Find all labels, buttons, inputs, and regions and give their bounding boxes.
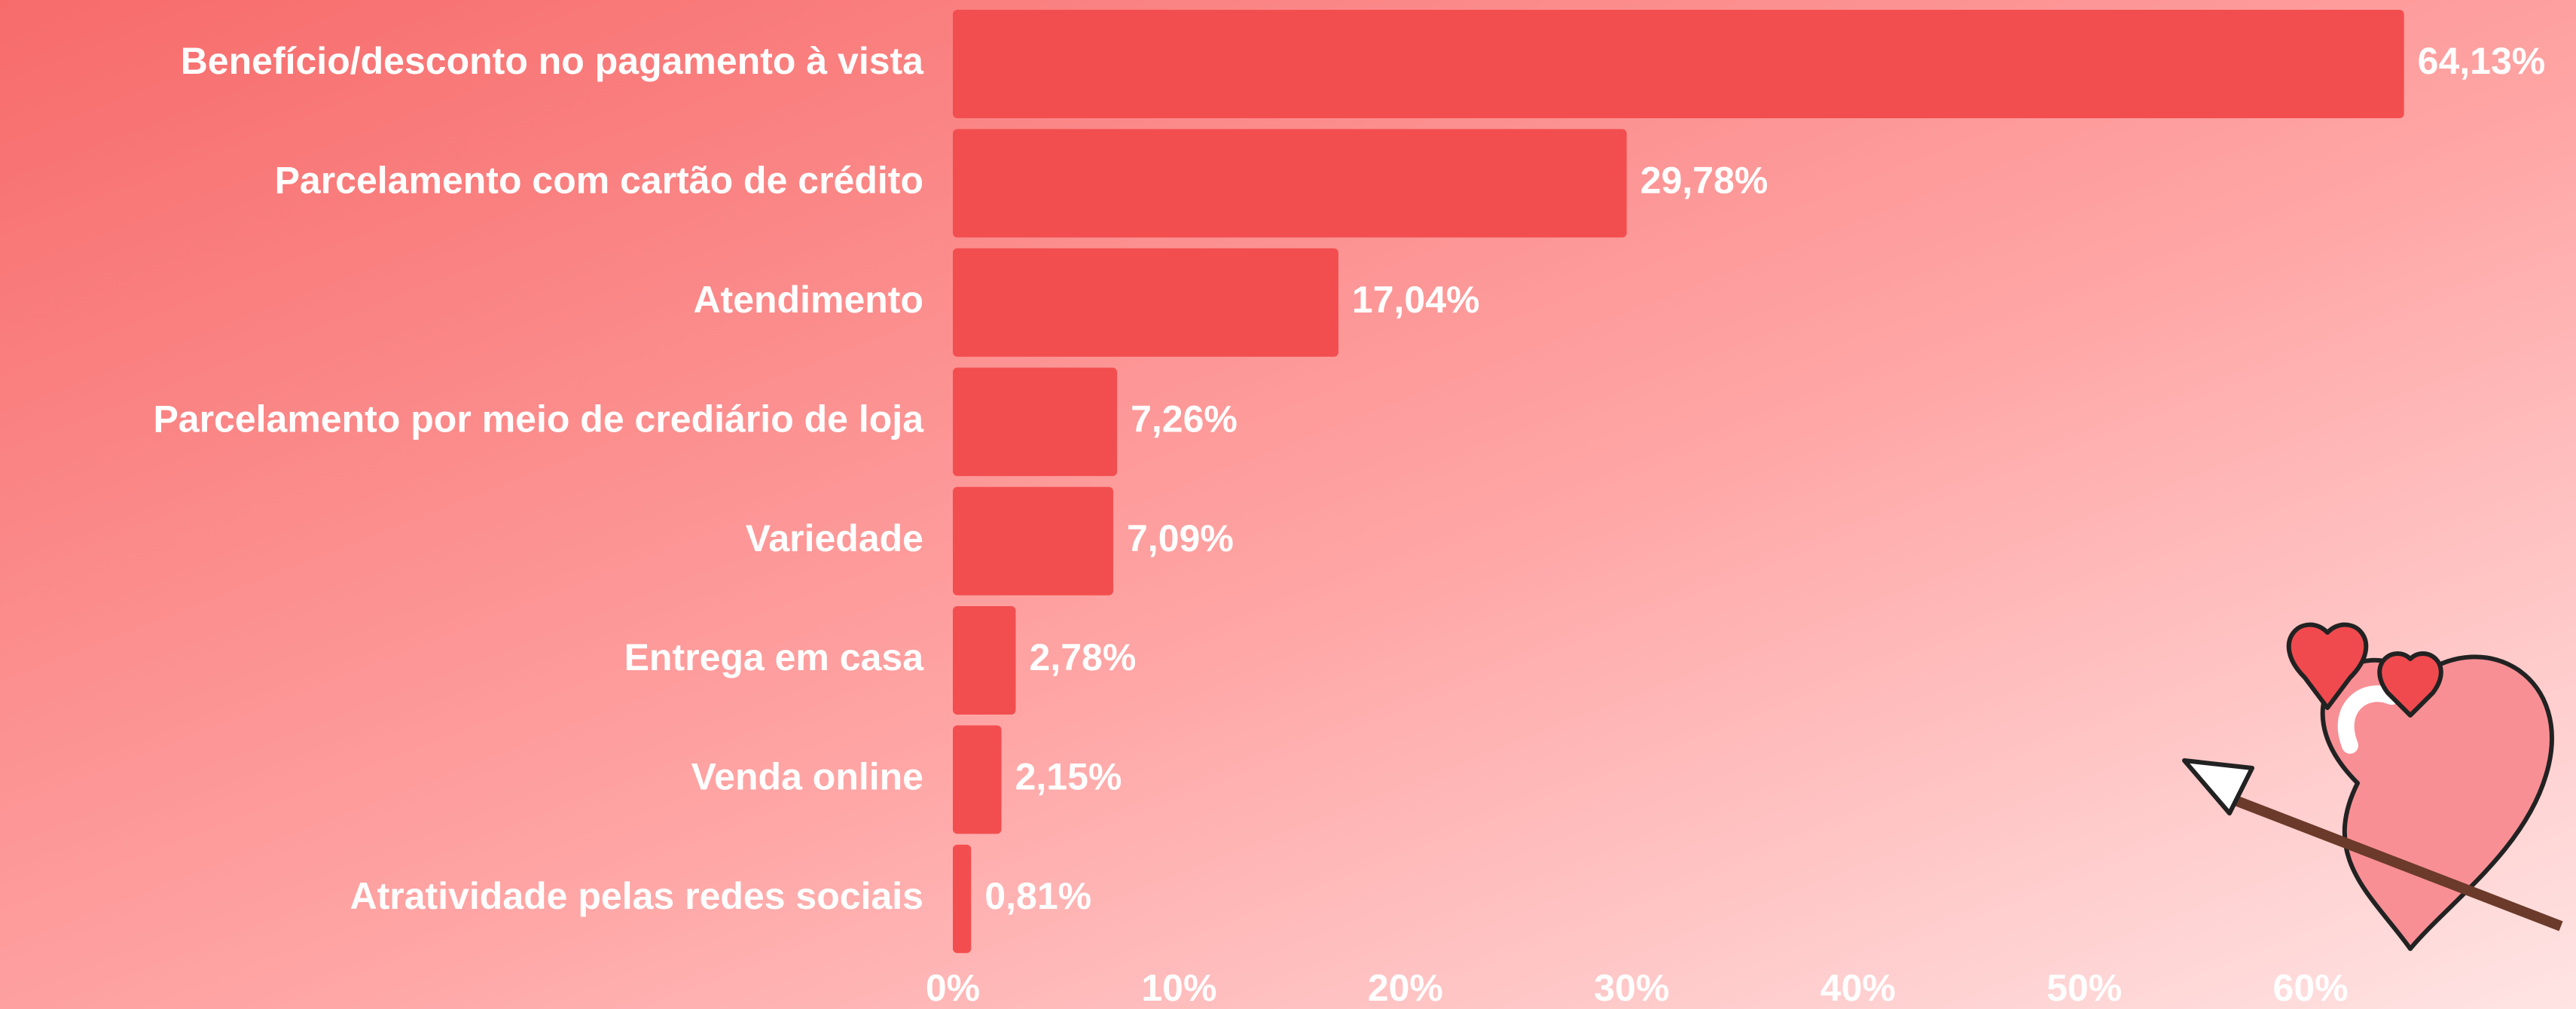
x-tick-label: 0%: [926, 967, 980, 1009]
bar: [953, 606, 1016, 715]
value-label: 17,04%: [1352, 279, 1480, 321]
y-tick-label: Variedade: [746, 517, 923, 559]
bar: [953, 367, 1118, 477]
y-tick-label: Benefício/desconto no pagamento à vista: [181, 40, 924, 82]
bar: [953, 486, 1114, 596]
y-tick-label: Parcelamento com cartão de crédito: [275, 160, 923, 202]
x-tick-label: 40%: [1821, 967, 1896, 1009]
plot-area: 0% 10% 20% 30% 40% 50% 60% Benefício/desconto n…: [153, 10, 2545, 1009]
x-tick-label: 60%: [2273, 967, 2349, 1009]
x-tick-label: 10%: [1141, 967, 1216, 1009]
bar: [953, 129, 1627, 238]
value-label: 2,15%: [1015, 756, 1122, 798]
value-label: 7,09%: [1127, 517, 1234, 559]
bar: [953, 844, 972, 953]
x-tick-label: 20%: [1368, 967, 1443, 1009]
x-tick-label: 50%: [2046, 967, 2122, 1009]
bar: [953, 10, 2404, 118]
y-tick-label: Venda online: [691, 756, 923, 798]
bar: [953, 248, 1338, 357]
bar: [953, 725, 1002, 834]
x-tick-label: 30%: [1594, 967, 1669, 1009]
value-label: 64,13%: [2418, 40, 2546, 82]
value-label: 29,78%: [1641, 160, 1769, 202]
y-tick-label: Atendimento: [693, 279, 923, 321]
value-label: 0,81%: [984, 875, 1091, 917]
value-label: 7,26%: [1131, 398, 1238, 440]
value-label: 2,78%: [1030, 636, 1137, 678]
y-tick-label: Parcelamento por meio de crediário de lo…: [153, 398, 924, 440]
y-tick-label: Atratividade pelas redes sociais: [350, 875, 923, 917]
y-tick-label: Entrega em casa: [624, 636, 925, 678]
heart-arrow-illustration: [2182, 622, 2563, 951]
